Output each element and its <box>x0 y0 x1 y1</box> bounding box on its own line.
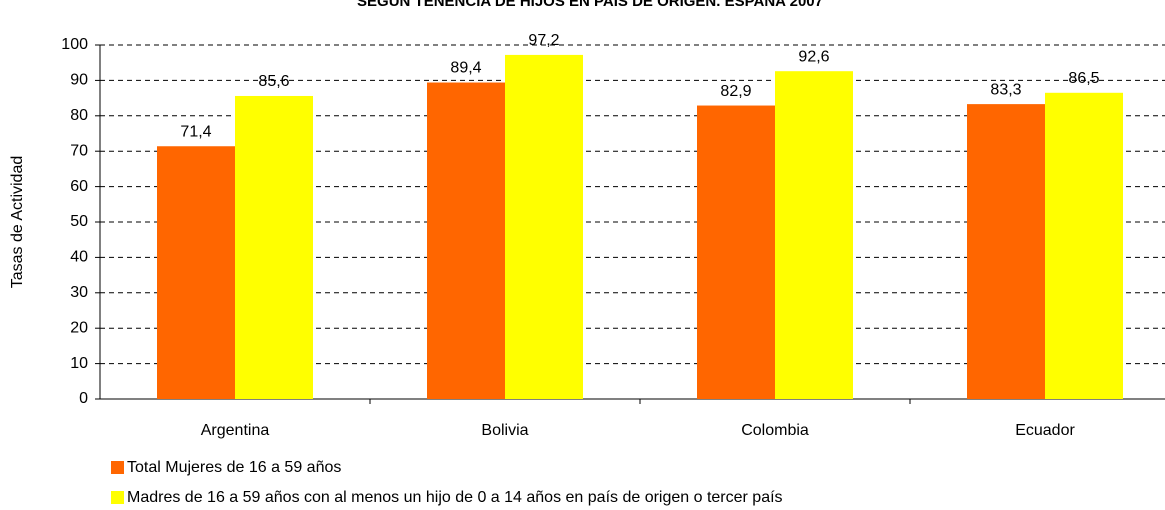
legend-label: Madres de 16 a 59 años con al menos un h… <box>127 489 783 506</box>
bar <box>427 82 505 400</box>
bar <box>697 105 775 399</box>
value-label: 92,6 <box>798 48 829 65</box>
value-label: 85,6 <box>258 73 289 90</box>
value-label: 86,5 <box>1068 70 1099 87</box>
bar <box>157 146 235 399</box>
legend-label: Total Mujeres de 16 a 59 años <box>127 459 341 476</box>
value-label: 71,4 <box>180 123 211 140</box>
bar <box>505 54 583 400</box>
legend-swatch <box>111 491 124 504</box>
bar <box>967 104 1045 400</box>
y-tick-label: 100 <box>61 36 88 53</box>
x-tick-label: Bolivia <box>481 422 528 439</box>
x-tick-label: Argentina <box>201 422 270 439</box>
y-tick-label: 30 <box>70 284 88 301</box>
bar <box>235 95 313 399</box>
y-tick-label: 50 <box>70 213 88 230</box>
y-tick-label: 10 <box>70 355 88 372</box>
value-label: 97,2 <box>528 32 559 49</box>
legend-swatch <box>111 461 124 474</box>
y-tick-label: 0 <box>79 390 88 407</box>
value-label: 89,4 <box>450 60 481 77</box>
bar <box>775 71 853 400</box>
x-tick-label: Ecuador <box>1015 422 1075 439</box>
value-label: 83,3 <box>990 81 1021 98</box>
value-label: 82,9 <box>720 83 751 100</box>
y-tick-label: 20 <box>70 319 88 336</box>
y-tick-label: 40 <box>70 249 88 266</box>
y-tick-label: 60 <box>70 178 88 195</box>
chart-title: SEGÚN TENENCIA DE HIJOS EN PAÍS DE ORIGE… <box>357 0 823 10</box>
y-tick-label: 70 <box>70 142 88 159</box>
bar <box>1045 92 1123 399</box>
y-tick-label: 80 <box>70 107 88 124</box>
x-tick-label: Colombia <box>741 422 809 439</box>
y-axis-label: Tasas de Actividad <box>9 156 26 289</box>
y-tick-label: 90 <box>70 72 88 89</box>
